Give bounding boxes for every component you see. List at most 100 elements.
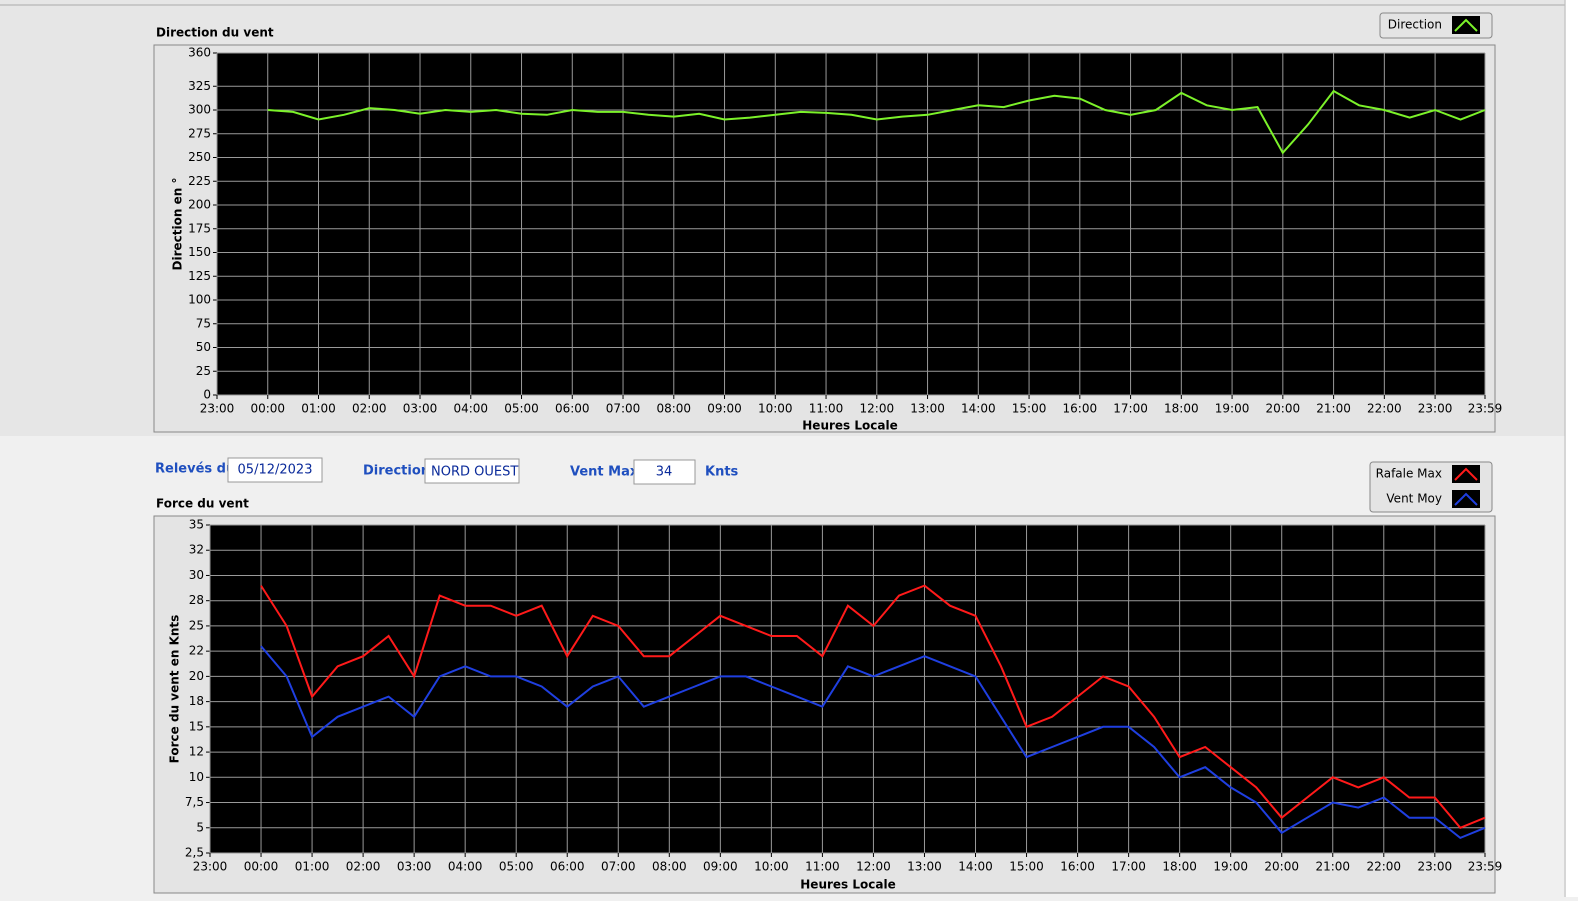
x-tick-label: 20:00 <box>1264 860 1299 874</box>
y-tick-label: 325 <box>188 79 211 93</box>
y-tick-label: 360 <box>188 46 211 60</box>
x-tick-label: 23:00 <box>1418 402 1453 416</box>
y-tick-label: 15 <box>189 719 204 733</box>
y-tick-label: 50 <box>196 340 211 354</box>
x-tick-label: 10:00 <box>758 402 793 416</box>
y-tick-label: 28 <box>189 593 204 607</box>
x-tick-label: 07:00 <box>601 860 636 874</box>
y-tick-label: 30 <box>189 568 204 582</box>
y-tick-label: 275 <box>188 126 211 140</box>
x-axis-label: Heures Locale <box>802 419 897 433</box>
x-tick-label: 16:00 <box>1063 402 1098 416</box>
y-tick-label: 225 <box>188 174 211 188</box>
y-tick-label: 25 <box>189 618 204 632</box>
x-tick-label: 14:00 <box>958 860 993 874</box>
y-tick-label: 175 <box>188 221 211 235</box>
chart-title: Direction du vent <box>156 26 274 40</box>
y-tick-label: 35 <box>189 518 204 532</box>
x-tick-label: 23:00 <box>200 402 235 416</box>
x-tick-label: 16:00 <box>1060 860 1095 874</box>
x-axis-label: Heures Locale <box>800 878 895 892</box>
y-tick-label: 7,5 <box>185 795 204 809</box>
x-tick-label: 10:00 <box>754 860 789 874</box>
x-tick-label: 15:00 <box>1009 860 1044 874</box>
legend-swatch <box>1452 16 1480 34</box>
direction-value: NORD OUEST <box>431 465 518 480</box>
x-tick-label: 21:00 <box>1315 860 1350 874</box>
scrollbar <box>1566 0 1578 897</box>
x-tick-label: 23:59 <box>1468 402 1503 416</box>
y-tick-label: 22 <box>189 644 204 658</box>
series-line <box>260 584 1486 830</box>
x-tick-label: 00:00 <box>244 860 279 874</box>
x-tick-label: 23:00 <box>193 860 228 874</box>
x-tick-label: 06:00 <box>550 860 585 874</box>
controls: Relevés du 05/12/2023 Direction NORD OUE… <box>155 457 739 485</box>
x-tick-label: 22:00 <box>1366 860 1401 874</box>
y-tick-label: 125 <box>188 269 211 283</box>
x-tick-label: 03:00 <box>403 402 438 416</box>
x-tick-label: 04:00 <box>448 860 483 874</box>
legend-label: Rafale Max <box>1376 467 1442 481</box>
y-tick-label: 75 <box>196 316 211 330</box>
y-axis-label: Direction en ° <box>171 178 185 271</box>
plot-area <box>217 53 1485 395</box>
y-tick-label: 200 <box>188 198 211 212</box>
y-tick-label: 12 <box>189 745 204 759</box>
date-value: 05/12/2023 <box>238 463 313 478</box>
x-tick-label: 04:00 <box>453 402 488 416</box>
x-tick-label: 01:00 <box>295 860 330 874</box>
x-tick-label: 00:00 <box>250 402 285 416</box>
x-tick-label: 21:00 <box>1316 402 1351 416</box>
x-tick-label: 12:00 <box>860 402 895 416</box>
x-tick-label: 02:00 <box>352 402 387 416</box>
legend-swatch <box>1452 465 1480 483</box>
chart-title: Force du vent <box>156 497 249 511</box>
y-tick-label: 25 <box>196 364 211 378</box>
y-tick-label: 100 <box>188 293 211 307</box>
x-tick-label: 15:00 <box>1012 402 1047 416</box>
y-tick-label: 18 <box>189 694 204 708</box>
vent-max-unit: Knts <box>705 465 739 480</box>
vent-max-label: Vent Max <box>570 465 639 480</box>
x-tick-label: 13:00 <box>910 402 945 416</box>
date-box[interactable] <box>227 457 323 483</box>
y-tick-label: 32 <box>189 543 204 557</box>
x-tick-label: 18:00 <box>1162 860 1197 874</box>
x-tick-label: 19:00 <box>1215 402 1250 416</box>
y-tick-label: 150 <box>188 245 211 259</box>
x-tick-label: 09:00 <box>707 402 742 416</box>
x-tick-label: 03:00 <box>397 860 432 874</box>
direction-label: Direction <box>363 464 430 479</box>
x-tick-label: 07:00 <box>606 402 641 416</box>
legend-icon <box>1454 18 1478 32</box>
y-tick-label: 2,5 <box>185 846 204 860</box>
x-tick-label: 14:00 <box>961 402 996 416</box>
legend-icon <box>1454 467 1478 481</box>
x-tick-label: 17:00 <box>1113 402 1148 416</box>
series-line <box>267 89 1486 155</box>
x-tick-label: 22:00 <box>1367 402 1402 416</box>
vent-max-box[interactable] <box>633 459 696 485</box>
y-axis-label: Force du vent en Knts <box>168 615 182 764</box>
legend-label: Vent Moy <box>1386 492 1442 506</box>
legend-swatch <box>1452 490 1480 508</box>
y-tick-label: 0 <box>203 388 211 402</box>
direction-box[interactable] <box>424 458 520 484</box>
y-tick-label: 10 <box>189 770 204 784</box>
x-tick-label: 11:00 <box>805 860 840 874</box>
x-tick-label: 05:00 <box>504 402 539 416</box>
legend-label: Direction <box>1388 18 1442 32</box>
series-line <box>260 645 1486 840</box>
x-tick-label: 05:00 <box>499 860 534 874</box>
vent-max-value: 34 <box>656 465 673 480</box>
x-tick-label: 09:00 <box>703 860 738 874</box>
x-tick-label: 19:00 <box>1213 860 1248 874</box>
x-tick-label: 11:00 <box>809 402 844 416</box>
x-tick-label: 13:00 <box>907 860 942 874</box>
legend-icon <box>1454 492 1478 506</box>
y-tick-label: 20 <box>189 669 204 683</box>
x-tick-label: 06:00 <box>555 402 590 416</box>
x-tick-label: 08:00 <box>652 860 687 874</box>
